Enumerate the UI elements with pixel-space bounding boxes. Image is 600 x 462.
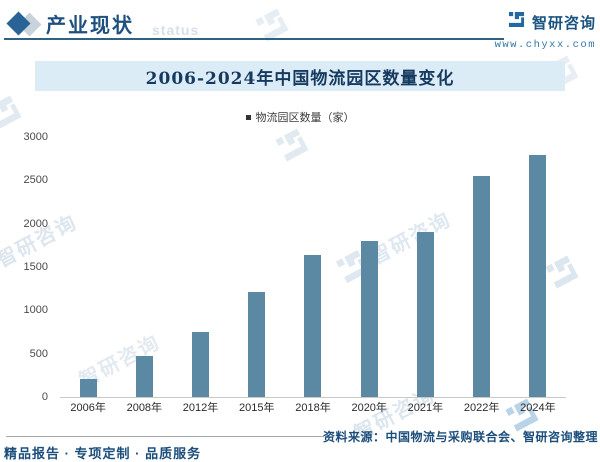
data-source-note: 资料来源：中国物流与采购联合会、智研咨询整理 xyxy=(322,430,598,444)
x-axis-tick-label: 2015年 xyxy=(239,402,275,414)
x-axis-tick-label: 2020年 xyxy=(351,402,387,414)
bar-slot: 2018年 xyxy=(285,137,341,414)
y-axis-tick-label: 500 xyxy=(29,347,48,360)
bar xyxy=(135,355,153,397)
bar xyxy=(192,331,210,397)
page-title: 产业现状 xyxy=(46,15,134,37)
legend-marker-icon xyxy=(245,114,251,120)
bar-slot: 2020年 xyxy=(341,137,397,414)
header-divider xyxy=(4,38,504,40)
bar xyxy=(473,175,491,397)
bar-slot: 2006年 xyxy=(60,137,116,414)
y-axis-tick-label: 1500 xyxy=(23,261,48,273)
brand-website: www.chyxx.com xyxy=(494,39,596,51)
bar-slot: 2021年 xyxy=(397,137,453,414)
bar xyxy=(79,379,97,397)
y-axis: 0 500 1000 1500 2000 2500 3000 xyxy=(18,131,54,403)
bar xyxy=(304,255,322,397)
y-axis-tick-label: 0 xyxy=(41,391,48,403)
y-axis-tick-label: 3000 xyxy=(23,131,48,143)
x-axis-tick-label: 2021年 xyxy=(407,402,444,414)
bar xyxy=(416,231,434,397)
legend-label: 物流园区数量（家） xyxy=(255,112,355,124)
y-axis-tick-label: 2000 xyxy=(23,217,48,230)
x-axis-tick-label: 2006年 xyxy=(70,402,106,414)
y-axis-tick-label: 1000 xyxy=(23,304,48,317)
bar-slot: 2008年 xyxy=(116,137,172,414)
status-watermark-text: status xyxy=(152,22,200,38)
bar xyxy=(248,292,266,397)
x-axis-tick-label: 2012年 xyxy=(182,402,219,414)
x-axis-tick-label: 2018年 xyxy=(295,402,331,414)
bar xyxy=(360,241,378,397)
x-axis-tick-label: 2024年 xyxy=(520,402,556,414)
x-axis-tick-label: 2008年 xyxy=(126,402,163,414)
brand-name: 智研咨询 xyxy=(531,14,596,32)
bar xyxy=(529,155,547,397)
services-tagline: 精品报告 · 专项定制 · 品质服务 xyxy=(4,446,202,461)
bar-slot: 2012年 xyxy=(172,137,228,414)
brand-block: 智研咨询 www.chyxx.com xyxy=(495,9,596,51)
brand-logo-icon xyxy=(506,9,527,35)
bar-series: 2006年 2008年 2012年 2015年 2018年 2020年 2021年 2022年… xyxy=(60,137,566,414)
y-axis-tick-label: 2500 xyxy=(23,174,48,187)
chart-legend: 物流园区数量（家） xyxy=(0,109,600,125)
x-axis-tick-label: 2022年 xyxy=(463,402,500,414)
bar-slot: 2022年 xyxy=(454,137,510,414)
diamond-icon xyxy=(6,11,42,37)
footer-divider xyxy=(6,436,324,437)
header: 产业现状 status 智研咨询 www.chyxx.com xyxy=(0,0,600,56)
chart-title: 2006-2024年中国物流园区数量变化 xyxy=(145,68,455,89)
bar-slot: 2015年 xyxy=(229,137,285,414)
chart-title-banner: 2006-2024年中国物流园区数量变化 xyxy=(35,61,565,91)
bar-chart-plot-area: 2006年 2008年 2012年 2015年 2018年 2020年 2021年 2022年… xyxy=(60,137,566,414)
bar-slot: 2024年 xyxy=(510,137,566,414)
